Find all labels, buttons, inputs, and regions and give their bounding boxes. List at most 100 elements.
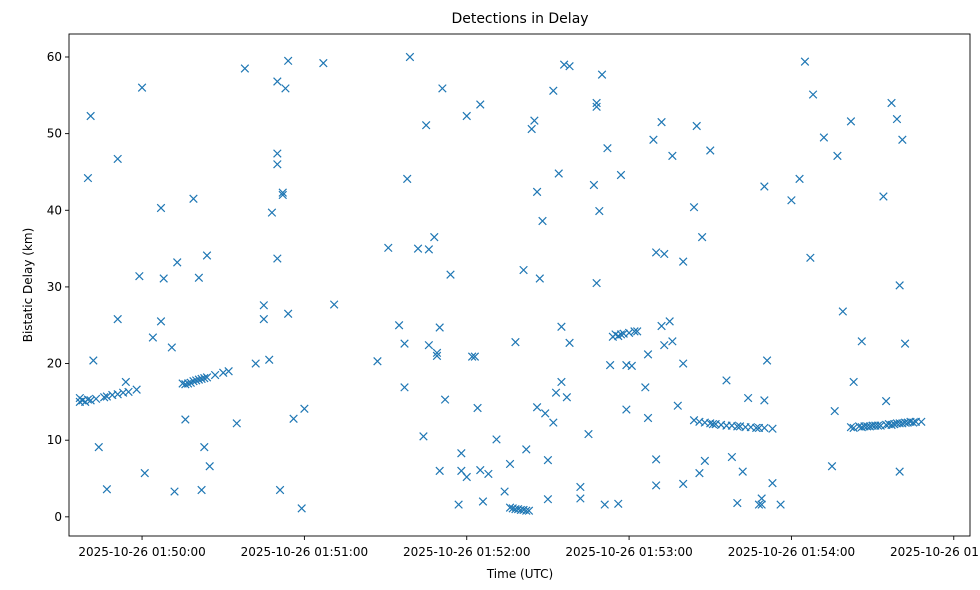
data-point — [283, 309, 293, 318]
data-point — [519, 265, 528, 275]
data-point — [632, 327, 642, 336]
data-point — [692, 121, 701, 131]
data-point — [760, 396, 769, 405]
data-point — [194, 273, 204, 282]
y-axis-label: Bistatic Delay (km) — [21, 228, 35, 343]
data-point — [849, 377, 858, 387]
data-point — [232, 419, 241, 428]
data-point — [697, 232, 707, 242]
data-point — [597, 70, 607, 79]
data-point — [205, 462, 214, 471]
data-point — [887, 98, 896, 108]
data-point — [329, 300, 339, 309]
data-point — [251, 359, 260, 368]
data-point — [511, 337, 520, 347]
data-point — [532, 403, 542, 412]
y-axis-ticks: 0 10 20 30 40 50 60 — [47, 50, 69, 524]
data-point — [627, 361, 637, 371]
data-point — [678, 359, 688, 368]
data-point — [102, 485, 112, 494]
data-point — [752, 423, 761, 433]
data-point — [402, 174, 412, 184]
data-point — [738, 467, 747, 476]
data-point — [795, 174, 804, 184]
data-point — [689, 202, 699, 212]
data-point — [527, 124, 536, 134]
data-point — [467, 352, 477, 361]
data-point — [651, 248, 661, 257]
data-point — [733, 498, 742, 508]
data-point — [197, 374, 206, 384]
data-point — [156, 317, 166, 326]
data-point — [99, 393, 109, 402]
x-tick-label: 2025-10-26 01:53:00 — [565, 545, 692, 559]
data-point — [181, 380, 190, 389]
data-point — [665, 317, 674, 326]
data-point — [424, 340, 434, 350]
data-point — [592, 98, 601, 108]
data-point — [86, 111, 95, 121]
data-point — [421, 120, 431, 130]
data-point — [895, 281, 904, 290]
data-point — [532, 187, 542, 197]
data-point — [833, 151, 842, 161]
data-point — [454, 500, 463, 509]
data-point — [394, 321, 404, 330]
data-point — [760, 182, 769, 191]
data-point — [535, 274, 545, 283]
x-tick-label: 2025-10-26 01:50:00 — [78, 545, 205, 559]
data-point — [259, 314, 269, 324]
data-point — [616, 330, 626, 339]
data-point — [849, 423, 858, 433]
data-point — [660, 340, 669, 350]
data-point — [551, 388, 561, 397]
data-point — [113, 154, 122, 164]
data-point — [200, 373, 209, 383]
data-point — [549, 86, 558, 95]
data-point — [733, 422, 742, 431]
data-point — [887, 420, 896, 430]
data-point — [554, 169, 563, 178]
data-point — [908, 418, 918, 427]
data-point — [273, 77, 282, 86]
x-tick-label: 2025-10-26 01:54:00 — [728, 545, 855, 559]
data-point — [857, 337, 866, 346]
data-point — [159, 274, 168, 283]
data-point — [603, 143, 612, 153]
data-point — [706, 146, 715, 155]
data-point — [768, 424, 777, 433]
data-point — [210, 370, 220, 380]
data-point — [500, 487, 509, 496]
data-point — [273, 254, 282, 263]
data-point — [267, 208, 277, 217]
data-point — [462, 472, 471, 482]
data-point — [649, 135, 658, 144]
data-point — [557, 377, 566, 387]
data-point — [462, 111, 471, 121]
data-point — [167, 343, 177, 352]
data-point — [657, 321, 666, 331]
data-point — [264, 355, 274, 364]
data-point — [722, 376, 731, 385]
data-point — [297, 504, 306, 513]
data-point — [113, 389, 122, 399]
data-point — [135, 271, 144, 281]
data-point — [819, 133, 829, 142]
data-point — [827, 462, 837, 471]
data-point — [846, 117, 856, 126]
data-point — [881, 396, 891, 406]
data-point — [622, 405, 631, 414]
data-point — [470, 352, 480, 361]
data-point — [660, 249, 669, 259]
data-point — [589, 180, 599, 190]
data-point — [800, 57, 810, 66]
data-point — [492, 435, 501, 444]
data-point — [478, 497, 488, 506]
data-point — [283, 56, 293, 66]
data-point — [657, 117, 666, 127]
data-point — [319, 58, 328, 68]
x-tick-label: 2025-10-26 01:52:00 — [403, 545, 530, 559]
data-point — [559, 60, 569, 69]
data-point — [624, 328, 634, 338]
data-point — [373, 357, 382, 366]
